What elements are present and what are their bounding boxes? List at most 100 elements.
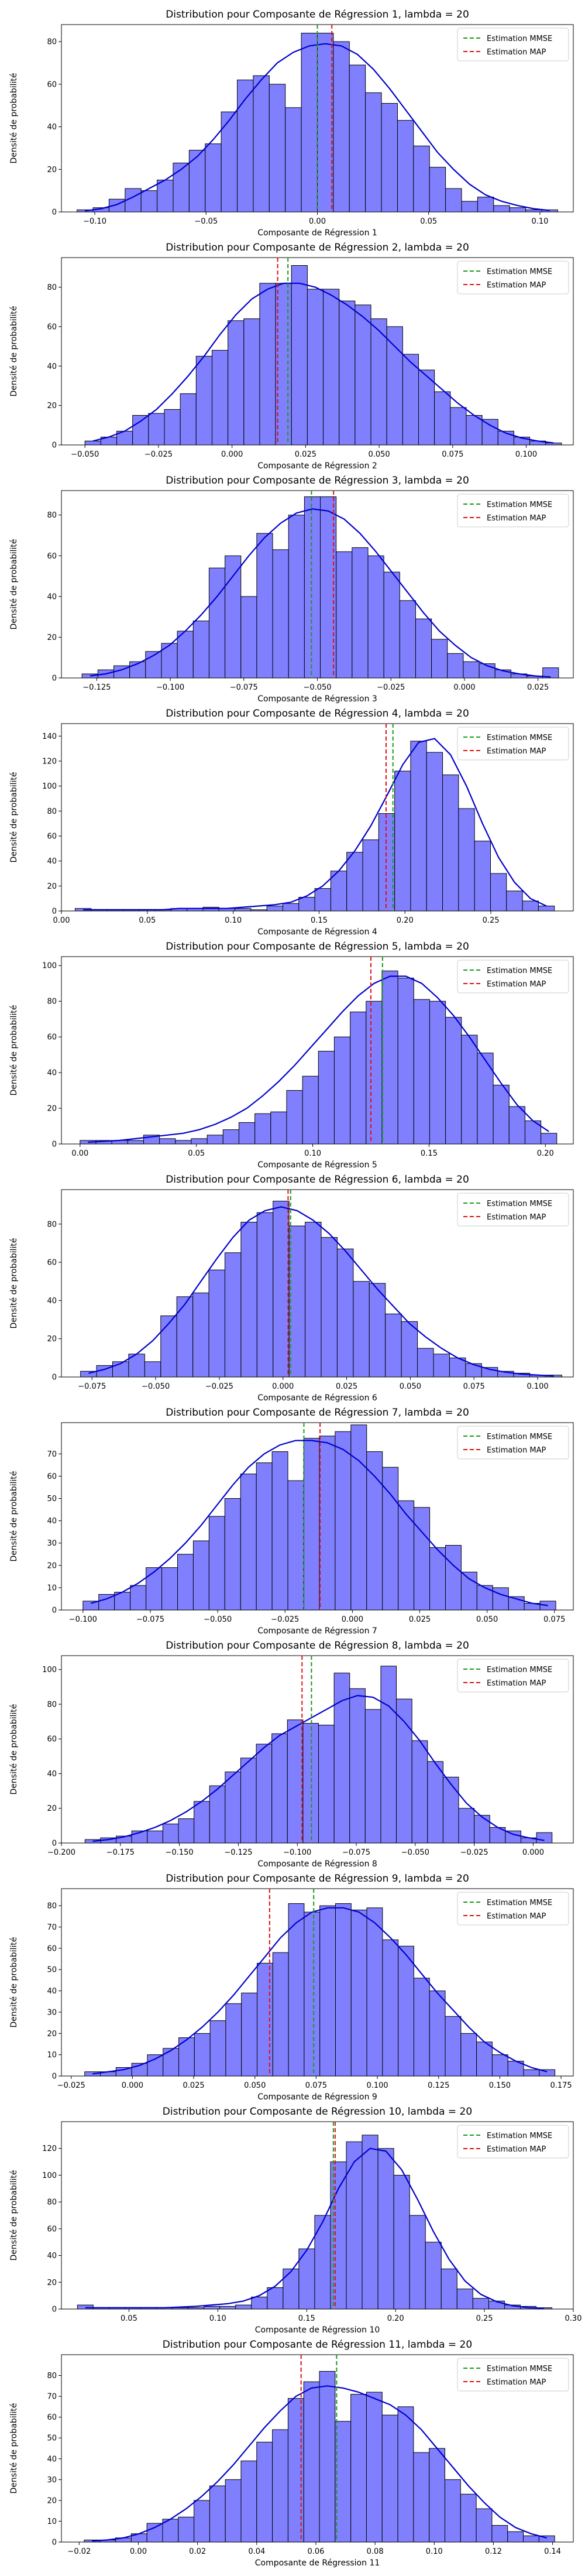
y-tick-label: 60 [47, 1735, 57, 1744]
chart-panel-9: Distribution pour Composante de Régressi… [9, 1873, 574, 2102]
chart-title: Distribution pour Composante de Régressi… [166, 941, 469, 953]
legend-mmse-label: Estimation MMSE [487, 501, 552, 509]
y-tick-label: 80 [47, 1700, 57, 1709]
histogram-bar [180, 393, 197, 446]
histogram-bar [254, 1113, 271, 1145]
y-tick-label: 20 [47, 1561, 57, 1570]
histogram-bar [350, 2394, 367, 2543]
y-tick-label: 0 [52, 441, 57, 450]
histogram-bar [493, 1084, 510, 1145]
histogram-bar [194, 2500, 210, 2543]
histogram-bar [507, 2531, 524, 2543]
histogram-bar [460, 2033, 477, 2077]
histogram-bar [418, 369, 435, 446]
histogram-bar [397, 2406, 414, 2543]
x-tick-label: 0.05 [121, 2314, 137, 2323]
y-tick-label: 80 [47, 1902, 57, 1911]
histogram-bar [130, 1585, 147, 1611]
histogram-bar [509, 207, 526, 213]
kde-curve [92, 1907, 548, 2075]
y-tick-label: 80 [47, 807, 57, 816]
x-tick-label: −0.150 [166, 1848, 194, 1857]
histogram-bar [251, 2296, 268, 2310]
legend-map-label: Estimation MAP [487, 1446, 546, 1455]
legend-box [457, 28, 569, 61]
histogram-bar [323, 289, 340, 446]
histogram-bar [175, 1140, 192, 1145]
y-tick-label: 20 [47, 882, 57, 891]
histogram-bar [362, 2135, 378, 2310]
chart-panel-6: Distribution pour Composante de Régressi… [9, 1174, 574, 1403]
histogram-bar [349, 64, 366, 213]
histogram-bar [370, 318, 387, 446]
legend: Estimation MMSE Estimation MAP [457, 28, 569, 61]
y-axis-label: Densité de probabilité [9, 1937, 19, 2028]
chart-panel-4: Distribution pour Composante de Régressi… [9, 708, 574, 937]
chart-title: Distribution pour Composante de Régressi… [166, 1640, 469, 1652]
histogram-bar [545, 443, 562, 446]
histogram-bar [288, 1225, 306, 1378]
legend-box [457, 1193, 569, 1227]
histogram-bar [298, 897, 315, 912]
histogram-bar [159, 1138, 176, 1145]
histogram-bar [445, 2016, 462, 2077]
histogram-bar [266, 905, 283, 912]
histogram-bar [458, 1808, 475, 1844]
histogram-bar [114, 1592, 131, 1611]
kde-curve [91, 1440, 548, 1606]
y-tick-label: 40 [47, 362, 57, 371]
legend-mmse-label: Estimation MMSE [487, 2132, 552, 2140]
x-tick-label: 0.000 [221, 450, 243, 459]
histogram-bar [269, 84, 286, 213]
histogram-bar [77, 2304, 94, 2310]
y-tick-label: 40 [47, 857, 57, 866]
histogram-bar [273, 1201, 290, 1378]
histogram-bar [192, 1540, 209, 1611]
histogram-bar [333, 1036, 351, 1145]
histogram-bar [523, 2069, 540, 2077]
histogram-bar [481, 419, 498, 446]
y-tick-label: 0 [52, 1606, 57, 1615]
histogram-bar [202, 907, 219, 912]
chart-panel-3: Distribution pour Composante de Régressi… [9, 475, 574, 704]
histogram-bar [460, 1571, 477, 1611]
histogram-bar [505, 1830, 521, 1844]
histogram-bar [194, 1801, 210, 1844]
y-tick-label: 80 [47, 38, 57, 47]
histogram-bar [243, 318, 260, 446]
y-tick-label: 0 [52, 1839, 57, 1848]
histogram-bar [304, 496, 321, 679]
y-tick-label: 60 [47, 80, 57, 89]
histogram-bar [147, 2054, 164, 2077]
histogram-bar [157, 179, 174, 213]
histogram-bar [350, 1909, 367, 2077]
histogram-bar [235, 908, 252, 912]
histogram-bar [253, 75, 270, 213]
histogram-bar [257, 1962, 273, 2077]
y-tick-label: 20 [47, 1105, 57, 1114]
histogram-bar [147, 1830, 163, 1844]
y-tick-label: 50 [47, 1966, 57, 1975]
histogram-bar [160, 1316, 177, 1378]
x-tick-label: −0.10 [83, 217, 106, 226]
histogram-bar [208, 1516, 225, 1611]
histogram-bar [204, 2306, 221, 2310]
histogram-bar [336, 551, 353, 679]
histogram-bar [476, 2041, 493, 2077]
histogram-bar [433, 1354, 450, 1378]
legend-mmse-label: Estimation MMSE [487, 1666, 552, 1674]
legend-mmse-label: Estimation MMSE [487, 1433, 552, 1441]
x-tick-label: 0.05 [420, 217, 437, 226]
y-tick-label: 100 [42, 782, 57, 791]
x-tick-label: 0.15 [311, 916, 328, 925]
x-tick-label: 0.14 [544, 2547, 561, 2556]
kde-curve [83, 738, 547, 910]
chart-panel-5: Distribution pour Composante de Régressi… [9, 941, 574, 1170]
histogram-bar [302, 1075, 319, 1145]
histogram-bar [288, 515, 305, 679]
x-tick-label: 0.10 [209, 2314, 226, 2323]
histogram-bar [523, 2535, 539, 2543]
histogram-bar [414, 1507, 431, 1611]
x-tick-label: −0.02 [67, 2547, 91, 2556]
histogram-bar [447, 653, 464, 679]
